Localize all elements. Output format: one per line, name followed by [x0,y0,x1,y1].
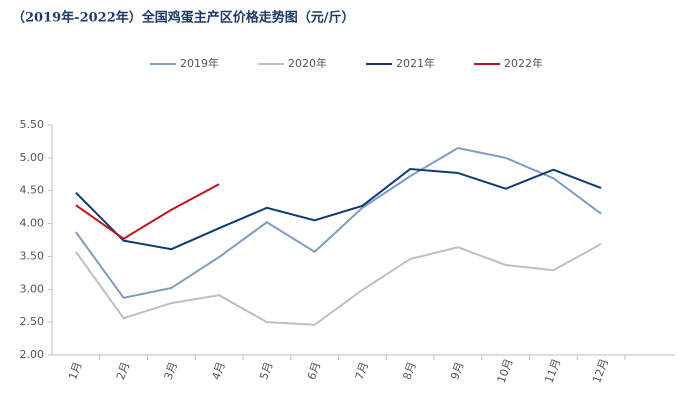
legend-label: 2019年 [180,56,219,70]
x-tick-label: 9月 [448,360,466,381]
x-tick-label: 7月 [353,360,371,381]
y-tick-label: 2.50 [20,315,45,328]
y-tick-label: 3.50 [20,249,45,262]
series-line [75,168,602,251]
x-tick-label: 3月 [162,360,180,381]
series-line [75,146,602,299]
y-tick-label: 5.50 [20,118,45,131]
x-tick-label: 6月 [305,360,323,381]
chart-title: （2019年-2022年）全国鸡蛋主产区价格走势图（元/斤） [12,10,355,26]
x-tick-label: 2月 [114,360,132,381]
x-tick-label: 1月 [66,360,84,381]
series-line [75,183,220,240]
y-tick-label: 5.00 [20,151,45,164]
y-tick-label: 2.00 [20,348,45,361]
y-tick-label: 4.50 [20,184,45,197]
legend-label: 2020年 [288,56,327,70]
x-tick-label: 12月 [590,357,611,385]
y-tick-label: 4.00 [20,217,45,230]
y-tick-label: 3.00 [20,282,45,295]
x-tick-label: 5月 [257,360,275,381]
x-tick-label: 10月 [495,357,516,385]
x-tick-label: 8月 [400,360,418,381]
legend-label: 2022年 [504,56,543,70]
legend-label: 2021年 [396,56,435,70]
x-tick-label: 11月 [543,357,564,385]
series-line [75,243,602,326]
x-tick-label: 4月 [209,360,227,381]
